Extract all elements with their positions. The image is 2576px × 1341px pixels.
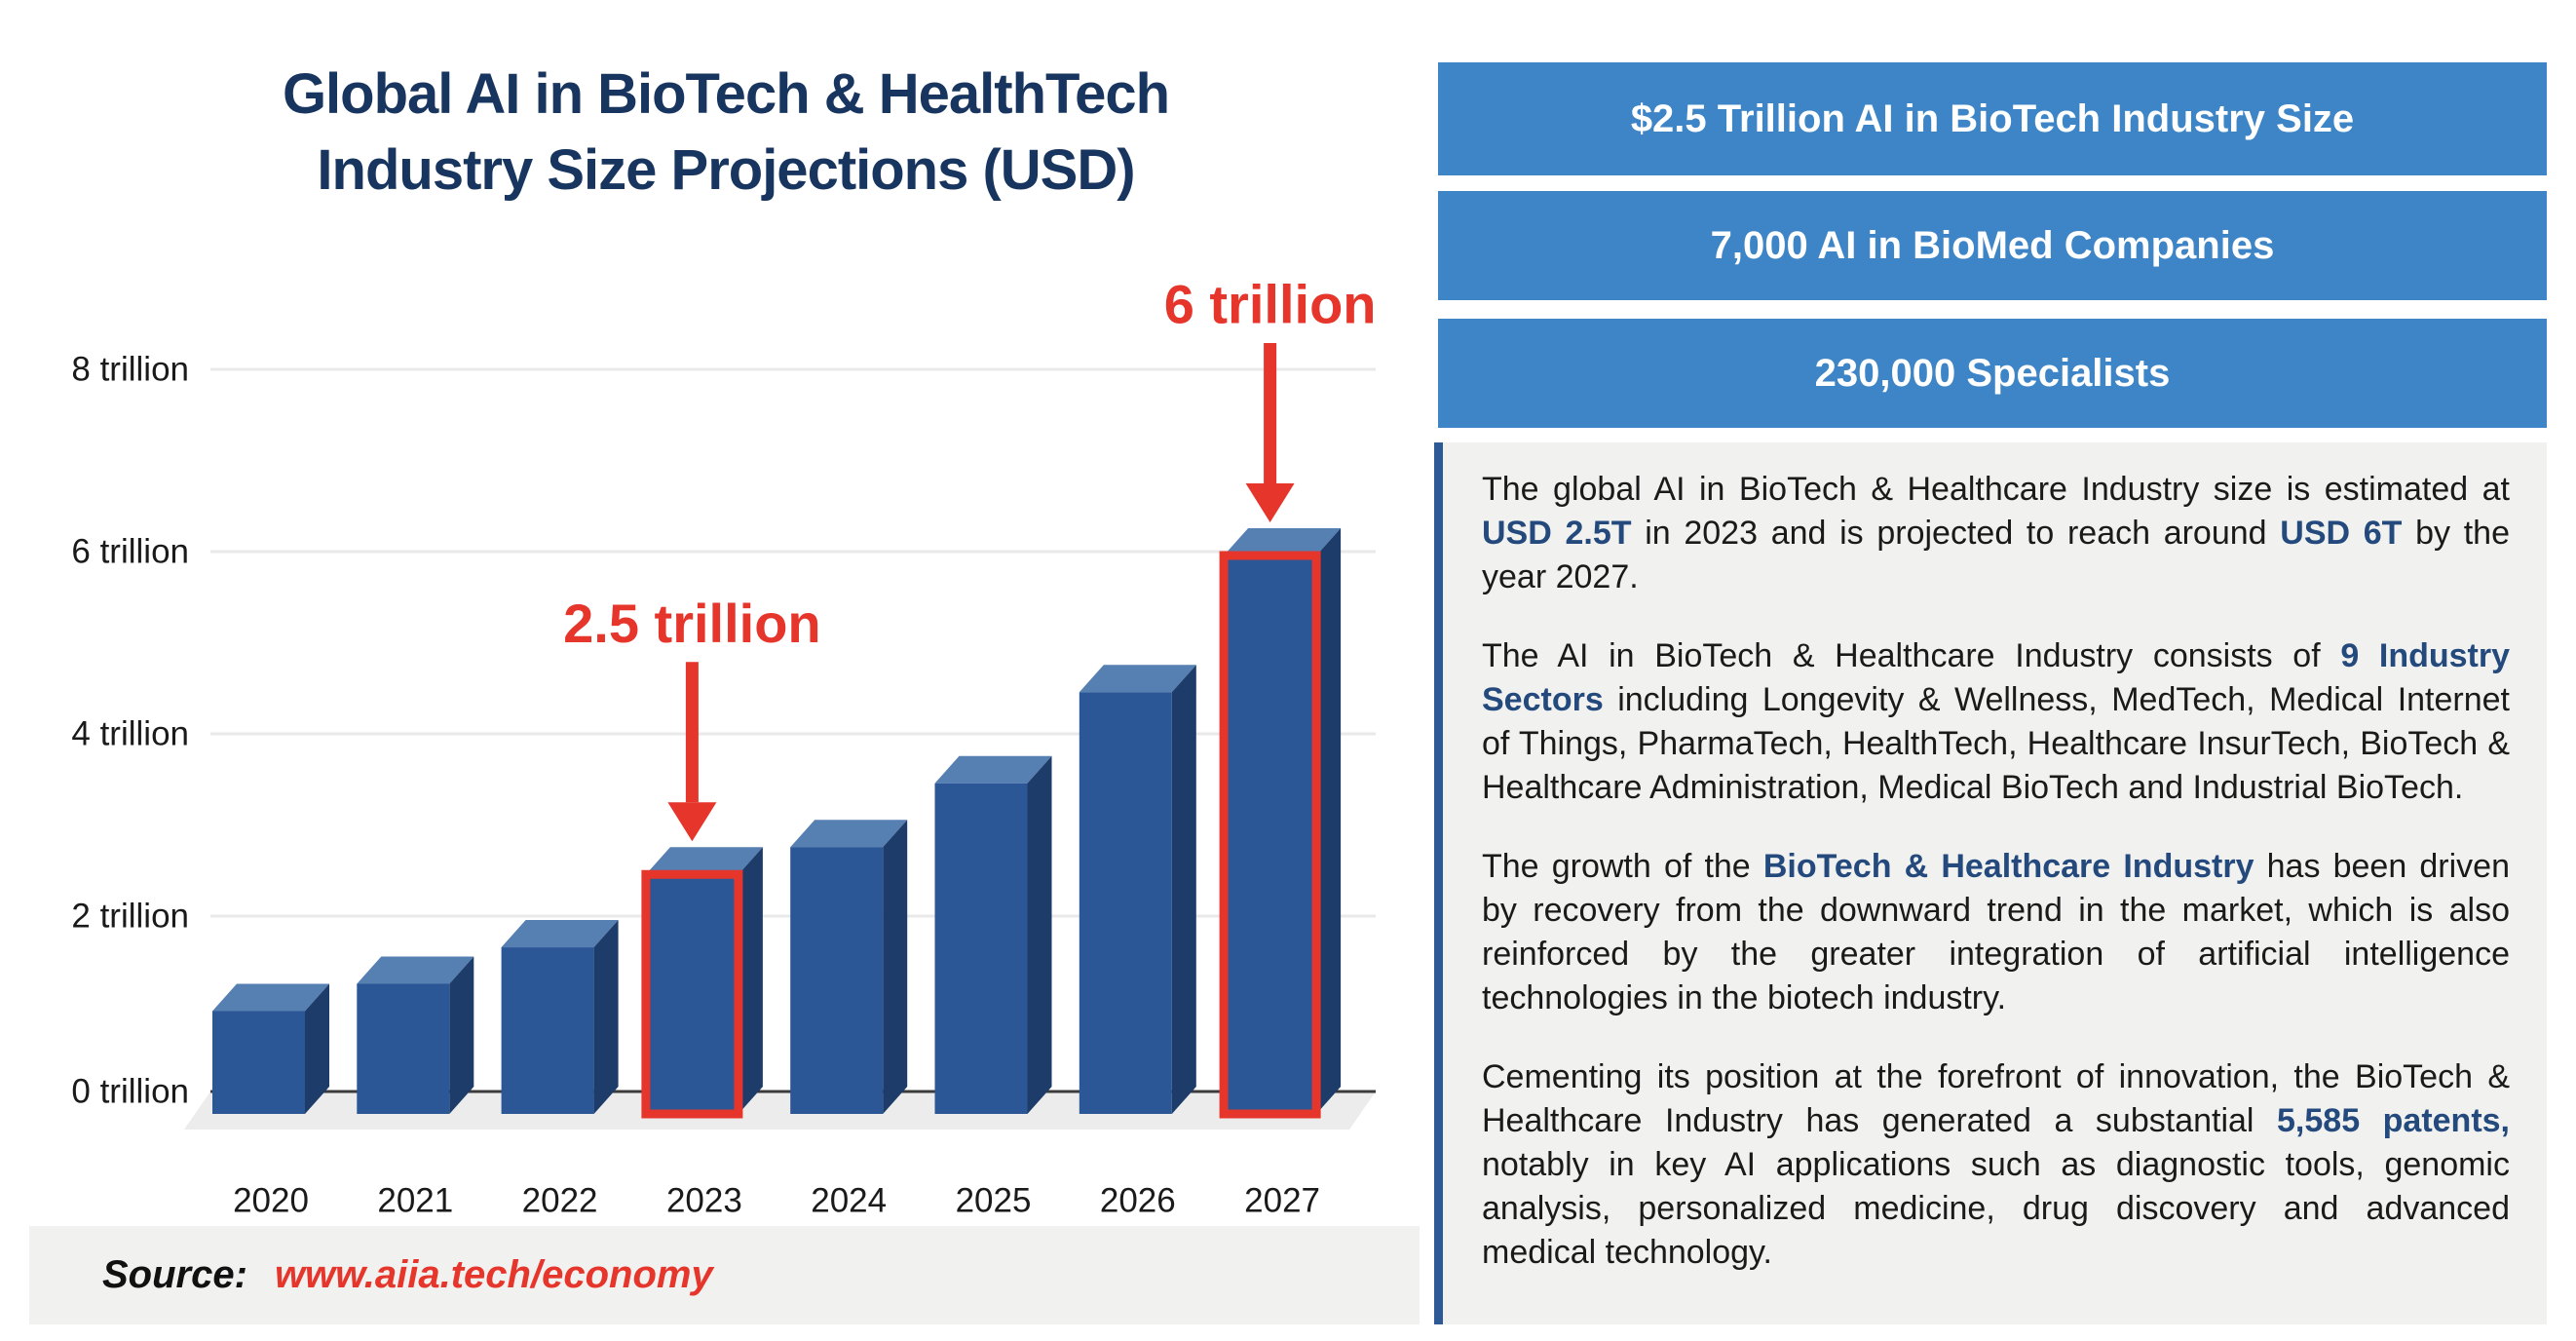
stat-banner-label: 7,000 AI in BioMed Companies: [1710, 223, 2275, 267]
source-bar: Source: www.aiia.tech/economy: [29, 1226, 1420, 1324]
bar-side-2021: [449, 956, 474, 1114]
info-paragraph: The AI in BioTech & Healthcare Industry …: [1482, 637, 2510, 806]
highlight-outline-2023: [641, 869, 743, 1119]
x-tick-label: 2021: [377, 1182, 453, 1220]
annotation-arrow-shaft-2023: [685, 662, 699, 803]
info-panel: The global AI in BioTech & Healthcare In…: [1443, 442, 2547, 1324]
bar-side-2026: [1171, 665, 1196, 1114]
y-tick-label: 6 trillion: [71, 533, 189, 571]
bar-top-2026: [1079, 665, 1196, 693]
source-url[interactable]: www.aiia.tech/economy: [274, 1253, 713, 1296]
bar-2021: [357, 983, 450, 1114]
chart-floor: [184, 1092, 1376, 1130]
annotation-arrow-head-2027: [1245, 483, 1295, 522]
page-title-line2: Industry Size Projections (USD): [317, 138, 1135, 202]
annotation-label-2027: 6 trillion: [1164, 274, 1377, 335]
page-title: Global AI in BioTech & HealthTech Indust…: [127, 57, 1325, 209]
x-tick-label: 2027: [1244, 1182, 1320, 1220]
bar-2025: [934, 783, 1028, 1114]
stat-banner-specialists: 230,000 Specialists: [1438, 319, 2547, 428]
bar-top-2021: [357, 956, 474, 984]
stat-banner-industry-size: $2.5 Trillion AI in BioTech Industry Siz…: [1438, 62, 2547, 175]
highlight-outline-2027: [1219, 551, 1321, 1119]
bar-side-2024: [883, 820, 908, 1114]
stat-banner-label: $2.5 Trillion AI in BioTech Industry Siz…: [1630, 96, 2355, 140]
bar-top-2023: [645, 847, 763, 875]
bar-top-2024: [790, 820, 908, 848]
info-paragraph: The global AI in BioTech & Healthcare In…: [1482, 471, 2510, 595]
bar-2020: [212, 1011, 305, 1114]
y-tick-label: 2 trillion: [71, 898, 189, 936]
bar-top-2025: [934, 755, 1052, 784]
bar-top-2022: [501, 920, 619, 948]
x-tick-label: 2023: [666, 1182, 742, 1220]
info-paragraph: The growth of the BioTech & Healthcare I…: [1482, 848, 2510, 1016]
stat-banner-label: 230,000 Specialists: [1814, 351, 2171, 395]
bar-side-2025: [1027, 755, 1052, 1114]
x-tick-label: 2020: [233, 1182, 309, 1220]
bar-chart: 0 trillion 2 trillion 4 trillion 6 trillion…: [71, 274, 1377, 1220]
page-title-line1: Global AI in BioTech & HealthTech: [282, 62, 1170, 126]
y-tick-label: 4 trillion: [71, 715, 189, 753]
bar-2026: [1079, 692, 1172, 1114]
stat-banner-companies: 7,000 AI in BioMed Companies: [1438, 191, 2547, 300]
x-tick-label: 2025: [956, 1182, 1032, 1220]
bar-2027: [1224, 556, 1317, 1114]
bar-2023: [645, 874, 739, 1114]
bar-side-2022: [593, 920, 619, 1114]
x-tick-label: 2024: [811, 1182, 887, 1220]
bar-side-2020: [305, 983, 329, 1114]
bar-top-2027: [1224, 528, 1342, 556]
x-tick-label: 2026: [1100, 1182, 1176, 1220]
info-paragraph: Cementing its position at the forefront …: [1482, 1058, 2510, 1271]
source-label: Source:: [102, 1253, 247, 1296]
panel-divider-bar: [1434, 442, 1443, 1324]
bar-side-2023: [738, 847, 763, 1114]
y-tick-label: 8 trillion: [71, 351, 189, 389]
bar-2022: [501, 947, 594, 1114]
annotation-arrow-shaft-2027: [1264, 343, 1277, 483]
y-tick-label: 0 trillion: [71, 1073, 189, 1111]
bar-side-2027: [1316, 528, 1342, 1114]
annotation-label-2023: 2.5 trillion: [563, 593, 821, 654]
bar-2024: [790, 847, 884, 1114]
x-tick-label: 2022: [522, 1182, 598, 1220]
bar-top-2020: [212, 983, 329, 1012]
annotation-arrow-head-2023: [667, 802, 717, 842]
